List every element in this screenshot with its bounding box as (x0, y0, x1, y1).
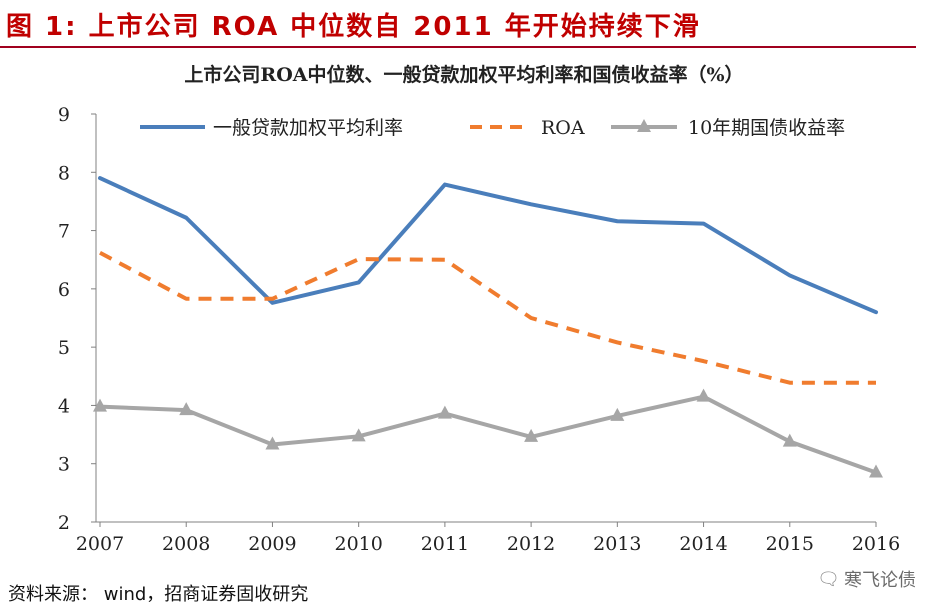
data-point-marker (610, 407, 625, 421)
chart-title: 上市公司ROA中位数、一般贷款加权平均利率和国债收益率（%） (184, 64, 744, 86)
data-point-marker (351, 428, 366, 442)
legend-label-3: 10年期国债收益率 (688, 117, 845, 139)
x-tick-label: 2008 (162, 533, 210, 555)
source-note: 资料来源： wind，招商证券固收研究 (8, 584, 309, 605)
y-tick-label: 9 (58, 104, 70, 126)
x-tick-label: 2016 (852, 533, 900, 555)
title-divider (0, 46, 916, 48)
wechat-icon: 🗨 (817, 568, 840, 590)
x-tick-label: 2013 (593, 533, 641, 555)
y-tick-label: 6 (58, 279, 70, 301)
x-tick-label: 2012 (507, 533, 555, 555)
x-tick-label: 2010 (334, 533, 382, 555)
y-tick-label: 7 (58, 221, 70, 243)
x-tick-label: 2009 (248, 533, 296, 555)
y-tick-label: 3 (58, 454, 70, 476)
legend-label-1: 一般贷款加权平均利率 (213, 117, 403, 139)
y-tick-label: 8 (58, 162, 70, 184)
x-tick-label: 2014 (679, 533, 727, 555)
legend-label-2: ROA (541, 117, 585, 139)
y-tick-label: 5 (58, 337, 70, 359)
x-tick-label: 2007 (76, 533, 124, 555)
watermark: 🗨 寒飞论债 (817, 566, 916, 592)
figure-title: 图 1: 上市公司 ROA 中位数自 2011 年开始持续下滑 (6, 12, 701, 42)
x-tick-label: 2015 (766, 533, 814, 555)
series-line-2 (99, 250, 876, 385)
data-point-marker (696, 388, 711, 402)
data-point-marker (93, 398, 107, 412)
data-point-marker (524, 428, 539, 442)
data-point-marker (782, 433, 797, 447)
data-point-marker (437, 405, 452, 419)
y-tick-label: 2 (58, 512, 70, 534)
series-line-3 (98, 394, 878, 475)
series-line-1 (98, 176, 878, 315)
data-point-marker (179, 402, 194, 416)
y-tick-label: 4 (58, 395, 70, 417)
data-point-marker (869, 464, 883, 478)
data-point-marker (265, 436, 280, 450)
x-tick-label: 2011 (421, 533, 469, 555)
watermark-text: 寒飞论债 (844, 570, 916, 591)
legend-marker (637, 119, 651, 132)
